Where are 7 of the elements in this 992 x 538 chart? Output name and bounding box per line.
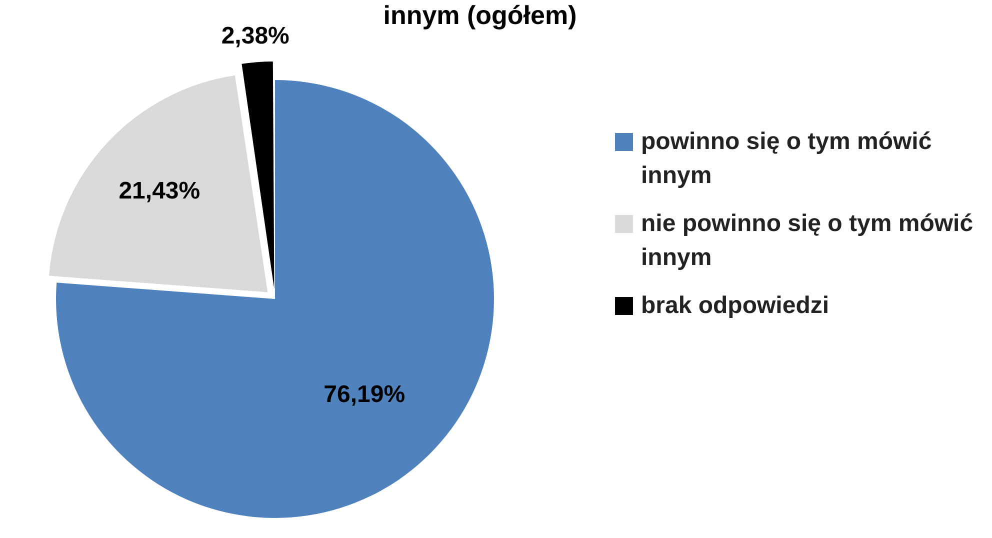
data-label: 2,38% — [221, 22, 290, 50]
legend-label: brak odpowiedzi — [641, 291, 830, 321]
legend-label: powinno się o tym mówić innym — [641, 127, 933, 191]
data-label: 76,19% — [324, 380, 406, 408]
legend-label: nie powinno się o tym mówić innym — [641, 209, 974, 273]
data-label: 21,43% — [118, 177, 200, 204]
chart-title: innym (ogółem) — [382, 0, 578, 31]
